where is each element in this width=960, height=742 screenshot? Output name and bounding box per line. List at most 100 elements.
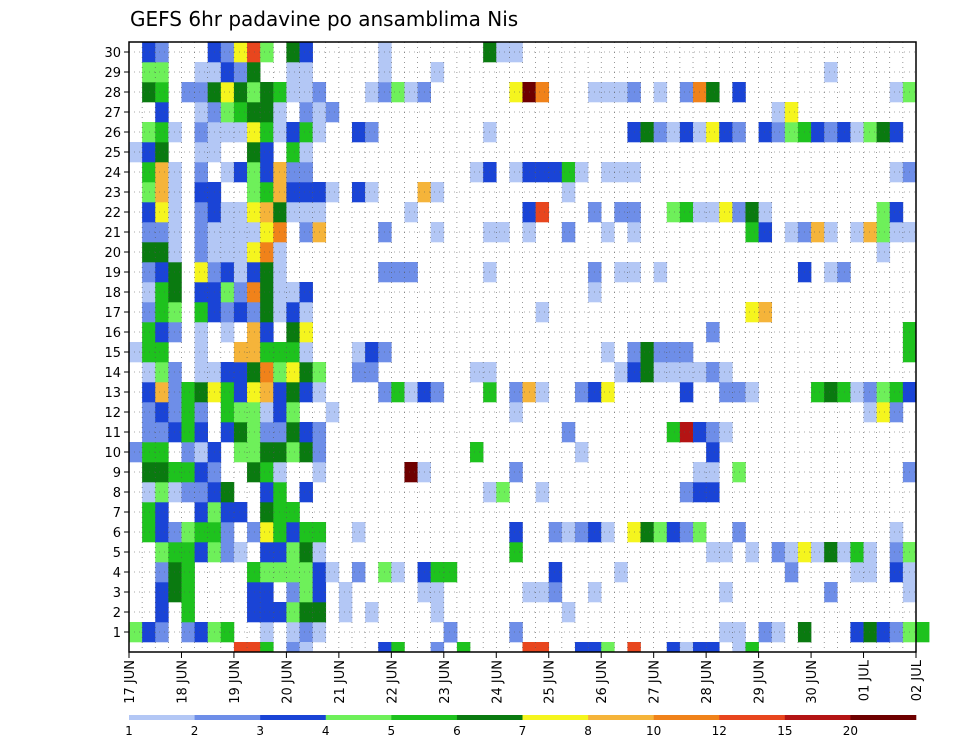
y-tick-label: 1 <box>113 626 121 641</box>
heatmap-cell-m3-t53 <box>824 582 838 603</box>
heatmap-cell-m26-t5 <box>194 122 208 143</box>
heatmap-cell-m24-t26 <box>470 162 484 183</box>
heatmap-cell-m0-t46 <box>732 642 746 653</box>
heatmap-cell-m13-t58 <box>889 382 904 403</box>
heatmap-cell-m11-t41 <box>666 422 681 443</box>
heatmap-cell-m11-t13 <box>299 422 313 443</box>
heatmap-cell-m2-t12 <box>286 602 300 623</box>
heatmap-cell-m30-t28 <box>496 42 510 63</box>
heatmap-cell-m13-t4 <box>181 382 195 403</box>
heatmap-cell-m26-t49 <box>771 122 786 143</box>
colorbar-swatch <box>653 715 720 720</box>
colorbar-label: 4 <box>322 724 330 738</box>
heatmap-cell-m28-t9 <box>247 82 261 103</box>
y-tick-label: 11 <box>104 426 121 441</box>
heatmap-cell-m0-t35 <box>588 642 602 653</box>
heatmap-cell-m7-t1 <box>142 502 156 523</box>
x-tick-label: 28 JUN <box>700 660 715 704</box>
heatmap-cell-m13-t34 <box>574 382 589 403</box>
heatmap-cell-m11-t9 <box>247 422 261 443</box>
heatmap-cell-m5-t49 <box>771 542 786 563</box>
heatmap-cell-m10-t10 <box>260 442 274 463</box>
heatmap-cell-m28-t37 <box>614 82 628 103</box>
heatmap-cell-m30-t10 <box>260 42 274 63</box>
y-tick-label: 17 <box>104 306 121 321</box>
heatmap-cell-m0-t36 <box>601 642 615 653</box>
heatmap-cell-m9-t29 <box>509 462 523 483</box>
heatmap-cell-m13-t55 <box>850 382 864 403</box>
heatmap-cell-m2-t23 <box>430 602 445 623</box>
heatmap-cell-m5-t12 <box>286 542 300 563</box>
heatmap-cell-m3-t10 <box>260 582 274 603</box>
heatmap-cell-m13-t53 <box>824 382 838 403</box>
heatmap-cell-m26-t48 <box>758 122 773 143</box>
heatmap-cell-m29-t2 <box>155 62 169 83</box>
heatmap-cell-m4-t15 <box>325 562 340 583</box>
y-tick-label: 28 <box>104 86 121 101</box>
heatmap-cell-m16-t12 <box>286 322 300 343</box>
heatmap-cell-m21-t36 <box>601 222 615 243</box>
heatmap-cell-m5-t58 <box>889 542 904 563</box>
heatmap-cell-m23-t2 <box>155 182 169 203</box>
heatmap-cell-m21-t47 <box>745 222 759 243</box>
heatmap-cell-m4-t23 <box>430 562 445 583</box>
heatmap-cell-m1-t56 <box>863 622 877 643</box>
colorbar-swatch <box>391 715 458 720</box>
heatmap-cell-m22-t8 <box>233 202 248 223</box>
heatmap-cell-m20-t1 <box>142 242 156 263</box>
heatmap-cell-m5-t52 <box>811 542 825 563</box>
heatmap-cell-m10-t12 <box>286 442 300 463</box>
heatmap-cell-m4-t13 <box>299 562 313 583</box>
y-tick-label: 29 <box>104 66 121 81</box>
heatmap-cell-m21-t8 <box>233 222 248 243</box>
heatmap-cell-m17-t2 <box>155 302 169 323</box>
heatmap-cell-m13-t5 <box>194 382 208 403</box>
heatmap-cell-m1-t7 <box>220 622 235 643</box>
heatmap-cell-m6-t33 <box>561 522 576 543</box>
heatmap-cell-m26-t1 <box>142 122 156 143</box>
heatmap-cell-m15-t41 <box>666 342 681 363</box>
heatmap-cell-m25-t13 <box>299 142 313 163</box>
heatmap-cell-m28-t8 <box>233 82 248 103</box>
heatmap-cell-m15-t9 <box>247 342 261 363</box>
heatmap-cell-m21-t3 <box>168 222 182 243</box>
heatmap-cell-m4-t12 <box>286 562 300 583</box>
heatmap-cell-m2-t16 <box>338 602 353 623</box>
heatmap-cell-m17-t12 <box>286 302 300 323</box>
heatmap-cell-m7-t7 <box>220 502 235 523</box>
x-tick-label: 02 JUL <box>910 659 925 701</box>
colorbar-label: 10 <box>646 724 661 738</box>
heatmap-cell-m28-t42 <box>679 82 694 103</box>
heatmap-cell-m23-t17 <box>351 182 366 203</box>
heatmap-cell-m7-t5 <box>194 502 208 523</box>
heatmap-cell-m2-t13 <box>299 602 313 623</box>
heatmap-cell-m0-t31 <box>535 642 550 653</box>
y-tick-label: 12 <box>104 406 121 421</box>
heatmap-cell-m29-t53 <box>824 62 838 83</box>
heatmap-cell-m28-t5 <box>194 82 208 103</box>
heatmap-cell-m6-t34 <box>574 522 589 543</box>
heatmap-cell-m5-t5 <box>194 542 208 563</box>
heatmap-cell-m4-t24 <box>443 562 458 583</box>
heatmap-cell-m4-t2 <box>155 562 169 583</box>
heatmap-cell-m12-t15 <box>325 402 340 423</box>
colorbar-swatch <box>850 715 917 720</box>
heatmap-cell-m16-t5 <box>194 322 208 343</box>
heatmap-cell-m18-t2 <box>155 282 169 303</box>
heatmap-cell-m4-t4 <box>181 562 195 583</box>
heatmap-cell-m1-t5 <box>194 622 208 643</box>
heatmap-cell-m16-t9 <box>247 322 261 343</box>
heatmap-cell-m10-t1 <box>142 442 156 463</box>
heatmap-cell-m22-t45 <box>719 202 733 223</box>
heatmap-cell-m13-t52 <box>811 382 825 403</box>
heatmap-cell-m26-t3 <box>168 122 182 143</box>
x-tick-label: 19 JUN <box>228 660 243 704</box>
heatmap-cell-m29-t13 <box>299 62 313 83</box>
heatmap-cell-m0-t47 <box>745 642 759 653</box>
heatmap-cell-m20-t9 <box>247 242 261 263</box>
heatmap-cell-m9-t3 <box>168 462 182 483</box>
heatmap-cell-m1-t58 <box>889 622 904 643</box>
heatmap-cell-m2-t18 <box>365 602 379 623</box>
heatmap-cell-m1-t48 <box>758 622 773 643</box>
heatmap-cell-m24-t9 <box>247 162 261 183</box>
